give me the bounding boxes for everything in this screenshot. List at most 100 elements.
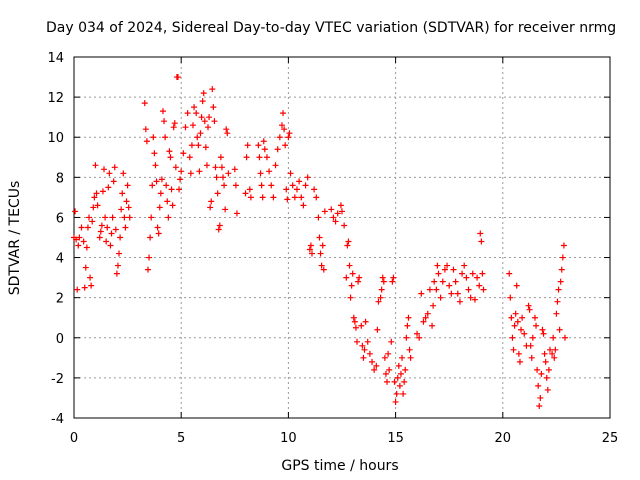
data-point [287,170,294,177]
data-point [281,126,288,133]
data-point [217,154,224,161]
data-point [214,190,221,197]
data-point [147,234,154,241]
data-point [531,314,538,321]
y-tick-label: 8 [56,171,64,186]
data-point [283,186,290,193]
data-point [541,350,548,357]
data-point [318,262,325,269]
data-point [196,168,203,175]
data-point [386,366,393,373]
data-point [465,286,472,293]
x-tick-label: 5 [177,431,185,446]
y-tick-label: 10 [47,131,64,146]
data-point [218,164,225,171]
data-point [223,126,230,133]
data-point [276,134,283,141]
data-point [233,210,240,217]
data-point [349,270,356,277]
data-point [142,126,149,133]
data-point [433,286,440,293]
data-point [293,186,300,193]
data-point [177,176,184,183]
data-point [406,346,413,353]
data-point [304,174,311,181]
data-point [102,214,109,221]
data-point [224,130,231,137]
data-point [268,182,275,189]
data-point [282,142,289,149]
data-point [391,378,398,385]
data-point [535,382,542,389]
data-point [215,226,222,233]
data-point [414,330,421,337]
data-point [116,250,123,257]
data-point [374,326,381,333]
data-point [80,238,87,245]
data-point [444,262,451,269]
data-point [124,182,131,189]
data-point [558,266,565,273]
data-point [285,134,292,141]
data-point [358,322,365,329]
data-point [344,242,351,249]
data-point [119,190,126,197]
data-point [317,250,324,257]
data-point [549,350,556,357]
data-point [197,130,204,137]
data-point [525,302,532,309]
data-point [149,182,156,189]
data-point [439,278,446,285]
data-point [380,278,387,285]
data-point [109,214,116,221]
data-point [528,354,535,361]
data-point [561,334,568,341]
data-point [478,238,485,245]
data-point [188,142,195,149]
data-point [146,254,153,261]
data-point [416,334,423,341]
data-point [221,182,228,189]
data-point [205,124,211,131]
data-point [83,244,90,251]
data-point [307,242,314,249]
data-point [176,186,183,193]
data-point [354,338,361,345]
data-point [232,182,239,189]
data-point [155,230,162,237]
data-point [120,170,127,177]
data-point [194,134,201,141]
data-point [506,270,513,277]
data-point [76,234,83,241]
data-point [352,324,359,331]
data-point [308,250,315,257]
data-point [166,148,173,155]
data-point [395,362,402,369]
data-point [518,326,525,333]
data-point [545,366,552,373]
data-point [359,342,366,349]
data-point [424,310,431,317]
data-point [418,290,425,297]
data-point [106,170,113,177]
data-point [182,124,189,131]
data-point [157,190,164,197]
data-point [377,294,384,301]
data-point [341,222,348,229]
data-point [550,334,557,341]
data-point [378,286,385,293]
data-point [441,266,448,273]
data-point [469,270,476,277]
data-point [211,118,218,125]
data-point [321,208,328,215]
y-tick-label: 12 [47,91,64,106]
data-point [209,86,216,93]
data-point [259,194,266,201]
data-point [153,178,160,185]
data-point [515,350,522,357]
data-point [403,334,410,341]
data-point [98,222,105,229]
data-point [274,146,281,153]
data-point [434,262,441,269]
